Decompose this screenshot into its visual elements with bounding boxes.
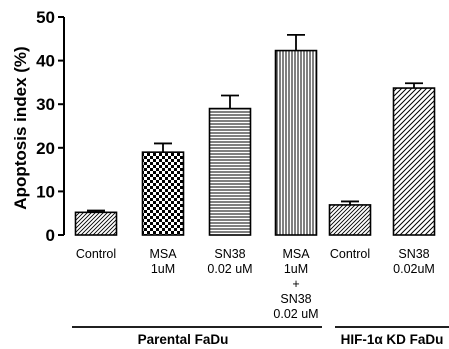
group-label: Parental FaDu xyxy=(138,332,229,347)
x-tick-label: SN38 0.02 uM xyxy=(207,247,252,276)
bar xyxy=(328,204,372,236)
group-labels: Parental FaDu HIF-1α KD FaDu xyxy=(72,326,449,347)
bar xyxy=(74,211,118,236)
bars xyxy=(74,33,436,236)
x-tick-label: Control xyxy=(330,247,370,261)
bar xyxy=(274,49,318,236)
y-axis-ticks: 0 10 20 30 40 50 xyxy=(36,8,64,245)
y-tick-label: 40 xyxy=(36,52,55,71)
y-tick-label: 20 xyxy=(36,139,55,158)
x-tick-label: MSA 1uM + SN38 0.02 uM xyxy=(273,247,318,321)
y-tick-label: 50 xyxy=(36,8,55,27)
bar xyxy=(141,151,185,236)
x-axis-tick-labels: Control MSA 1uM SN38 0.02 uM MSA 1uM + SN38 0.02 … xyxy=(76,247,435,321)
group-label: HIF-1α KD FaDu xyxy=(341,332,444,347)
y-tick-label: 30 xyxy=(36,95,55,114)
y-axis-label: Apoptosis index (%) xyxy=(11,46,30,209)
y-tick-label: 0 xyxy=(46,226,55,245)
bar xyxy=(392,87,436,236)
x-tick-label: Control xyxy=(76,247,116,261)
x-tick-label: MSA 1uM xyxy=(149,247,177,276)
x-tick-label: SN38 0.02uM xyxy=(393,247,435,276)
bar xyxy=(208,107,252,236)
y-tick-label: 10 xyxy=(36,182,55,201)
